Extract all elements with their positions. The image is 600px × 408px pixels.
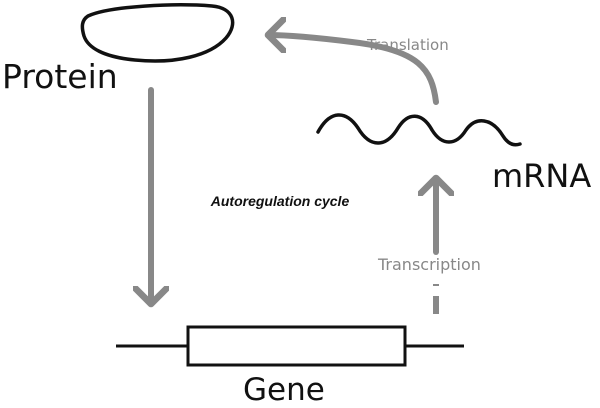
autoregulation-cycle-label: Autoregulation cycle	[210, 193, 350, 209]
gene-label: Gene	[243, 372, 325, 408]
mrna-strand	[316, 113, 522, 147]
transcription-label: Transcription	[378, 255, 481, 274]
translation-arrow	[268, 35, 439, 105]
gene-box	[186, 325, 407, 367]
protein-label: Protein	[2, 57, 118, 96]
mrna-label: mRNA	[492, 157, 592, 195]
translation-label: Translation	[367, 36, 449, 54]
protein-shape	[80, 3, 235, 63]
